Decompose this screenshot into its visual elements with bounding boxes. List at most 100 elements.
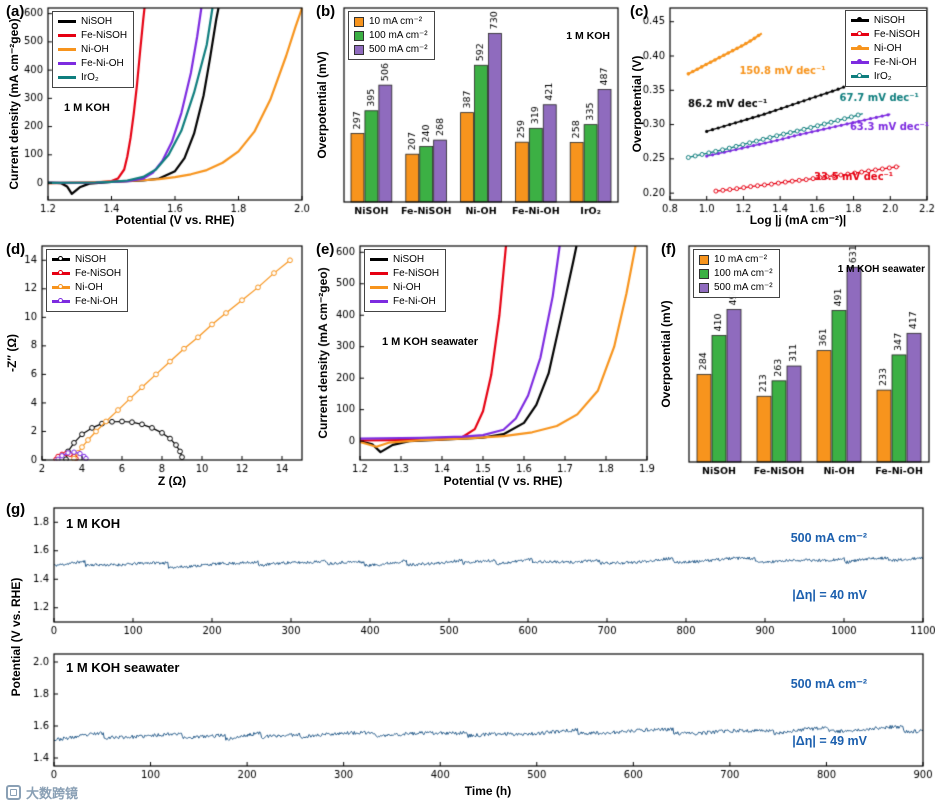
- legend-item: Fe-Ni-OH: [850, 56, 920, 69]
- x-axis-label: Log |j (mA cm⁻²)|: [749, 213, 847, 227]
- grid-logo-icon: [6, 785, 21, 800]
- legend-item: NiSOH: [370, 253, 439, 266]
- legend-line-swatch: [370, 300, 388, 303]
- legend-item: 500 mA cm⁻²: [699, 281, 773, 294]
- legend-marker-icon: [856, 45, 862, 51]
- legend-item: 100 mA cm⁻²: [354, 29, 428, 42]
- legend-item: Fe-Ni-OH: [52, 295, 121, 308]
- legend-marker-icon: [58, 298, 63, 304]
- x-axis-label: Time (h): [464, 784, 512, 798]
- legend-label: 100 mA cm⁻²: [714, 268, 773, 279]
- legend-line-swatch: [52, 284, 70, 290]
- legend-label: Ni-OH: [81, 44, 109, 55]
- stability-chart: [2, 500, 935, 806]
- legend-item: Fe-NiSOH: [850, 28, 920, 41]
- legend-line-swatch: [850, 59, 869, 65]
- legend-line-swatch: [850, 31, 869, 37]
- electrolyte-label: 1 M KOH seawater: [382, 336, 478, 348]
- legend-label: 10 mA cm⁻²: [714, 254, 768, 265]
- current-density-label-bottom: 500 mA cm⁻²: [790, 677, 867, 691]
- legend-item: IrO₂: [850, 70, 920, 83]
- legend-label: Fe-NiSOH: [393, 268, 440, 279]
- legend-marker-icon: [58, 270, 63, 276]
- lsv-chart-koh: [2, 2, 310, 234]
- legend-line-swatch: [58, 76, 76, 79]
- legend-line-swatch: [58, 62, 76, 65]
- delta-eta-label-bottom: |Δη| = 49 mV: [792, 734, 867, 748]
- legend-label: Fe-NiSOH: [873, 29, 920, 40]
- electrolyte-label-bottom: 1 M KOH seawater: [66, 660, 180, 675]
- legend-line-swatch: [58, 48, 76, 51]
- legend-swatch: [354, 16, 364, 27]
- legend-swatch: [699, 282, 709, 293]
- legend-marker-icon: [58, 256, 63, 262]
- legend-item: IrO₂: [58, 71, 127, 84]
- legend-label: 500 mA cm⁻²: [714, 282, 773, 293]
- legend-line-swatch: [52, 298, 70, 304]
- legend-line-swatch: [850, 73, 869, 79]
- legend-item: Fe-Ni-OH: [58, 57, 127, 70]
- legend-item: Fe-NiSOH: [58, 29, 127, 42]
- legend-line-swatch: [370, 272, 388, 275]
- legend-label: 100 mA cm⁻²: [369, 30, 428, 41]
- x-axis-label: Potential (V vs. RHE): [115, 213, 235, 227]
- legend-item: Ni-OH: [850, 42, 920, 55]
- electrolyte-label: 1 M KOH: [566, 30, 610, 42]
- legend-item: NiSOH: [850, 14, 920, 27]
- legend-label: IrO₂: [873, 71, 892, 82]
- electrolyte-label-top: 1 M KOH: [66, 516, 121, 531]
- legend-swatch: [699, 268, 709, 279]
- panel-b: (b) Overpotential (mV) 1 M KOH 10 mA cm⁻…: [312, 2, 624, 234]
- panel-a: (a) Potential (V vs. RHE) Current densit…: [2, 2, 310, 234]
- legend-item: 100 mA cm⁻²: [699, 267, 773, 280]
- panel-d: (d) Z (Ω) -Z″ (Ω) NiSOH Fe-NiSOH Ni-OH Fe-N…: [2, 240, 310, 496]
- legend-item: Ni-OH: [370, 281, 439, 294]
- legend-line-swatch: [52, 256, 70, 262]
- legend: NiSOH Fe-NiSOH Ni-OH Fe-Ni-OH: [364, 249, 447, 312]
- legend: 10 mA cm⁻² 100 mA cm⁻² 500 mA cm⁻²: [348, 11, 435, 60]
- legend-label: 500 mA cm⁻²: [369, 44, 428, 55]
- legend-label: Fe-NiSOH: [75, 268, 122, 279]
- watermark-text: 大数跨镜: [26, 786, 79, 801]
- legend-item: 10 mA cm⁻²: [699, 253, 773, 266]
- legend-marker-icon: [856, 17, 862, 23]
- legend-swatch: [699, 254, 709, 265]
- panel-f: (f) Overpotential (mV) 1 M KOH seawater …: [657, 240, 935, 496]
- legend: NiSOH Fe-NiSOH Ni-OH Fe-Ni-OH IrO₂: [52, 11, 135, 88]
- legend-item: Fe-NiSOH: [370, 267, 439, 280]
- legend-marker-icon: [856, 31, 862, 37]
- panel-letter-g: (g): [6, 501, 26, 518]
- panel-g: (g) Potential (V vs. RHE) Time (h) 1 M K…: [2, 500, 935, 806]
- legend-label: Fe-Ni-OH: [81, 58, 124, 69]
- legend: 10 mA cm⁻² 100 mA cm⁻² 500 mA cm⁻²: [693, 249, 780, 298]
- y-axis-label: Current density (mA cm⁻²geo): [316, 267, 330, 439]
- legend-label: 10 mA cm⁻²: [369, 16, 423, 27]
- legend-item: Ni-OH: [58, 43, 127, 56]
- legend-item: Fe-Ni-OH: [370, 295, 439, 308]
- legend: NiSOH Fe-NiSOH Ni-OH Fe-Ni-OH: [46, 249, 129, 312]
- legend-item: Fe-NiSOH: [52, 267, 121, 280]
- y-axis-label: -Z″ (Ω): [5, 333, 19, 373]
- legend-label: Ni-OH: [393, 282, 421, 293]
- legend-item: 10 mA cm⁻²: [354, 15, 428, 28]
- legend-label: Fe-Ni-OH: [393, 296, 436, 307]
- legend-line-swatch: [52, 270, 70, 276]
- y-axis-label: Potential (V vs. RHE): [9, 577, 23, 697]
- y-axis-label: Current density (mA cm⁻²geo): [7, 18, 21, 190]
- legend-line-swatch: [850, 17, 869, 23]
- y-axis-label: Overpotential (V): [630, 55, 644, 153]
- legend-line-swatch: [850, 45, 869, 51]
- legend-label: Ni-OH: [75, 282, 103, 293]
- legend-label: NiSOH: [873, 15, 905, 26]
- legend-label: Fe-Ni-OH: [873, 57, 917, 68]
- legend-item: NiSOH: [52, 253, 121, 266]
- legend-label: NiSOH: [75, 254, 107, 265]
- y-axis-label: Overpotential (mV): [315, 51, 329, 159]
- y-axis-label: Overpotential (mV): [659, 300, 673, 408]
- legend-label: IrO₂: [81, 72, 99, 83]
- legend-item: 500 mA cm⁻²: [354, 43, 428, 56]
- x-axis-label: Z (Ω): [157, 474, 187, 488]
- legend: NiSOH Fe-NiSOH Ni-OH Fe-Ni-OH IrO₂: [844, 10, 927, 87]
- watermark: 大数跨镜: [6, 783, 78, 802]
